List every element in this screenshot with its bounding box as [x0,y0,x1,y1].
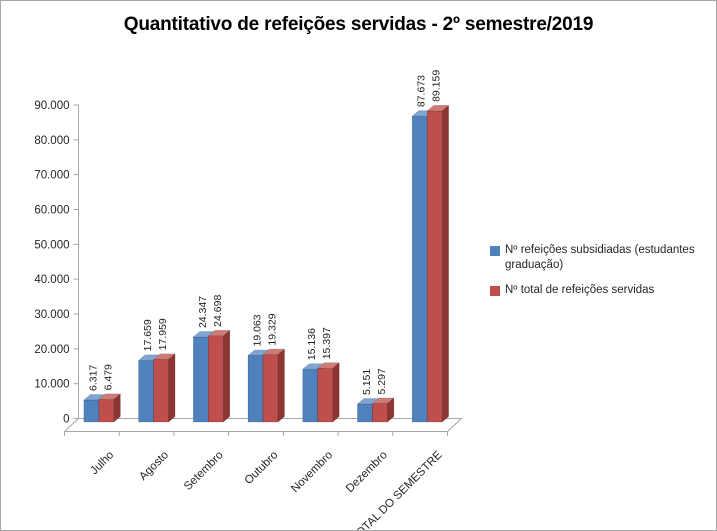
data-label: 17.659 [142,319,154,351]
chart-title: Quantitativo de refeições servidas - 2º … [123,14,594,35]
data-label: 87.673 [416,75,428,107]
category-label-1: Agosto [137,449,171,483]
bar-side-face [387,397,395,423]
bar-top-face [152,353,176,360]
data-label: 17.959 [157,318,169,350]
bar-subsidiadas-5 [357,403,373,423]
category-label-5: Dezembro [344,449,390,495]
bar-top-face [262,348,286,355]
bar-total-4 [317,368,333,423]
bar-side-face [441,104,449,423]
bar-top-face [207,330,231,337]
bar-total-3 [262,354,279,423]
bar-top-face [426,105,450,112]
bar-side-face [277,348,285,423]
data-label: 89.159 [431,70,443,102]
y-axis-tick-label: 20.000 [34,344,69,356]
bar-side-face [168,353,176,423]
category-label-2: Setembro [182,449,226,493]
data-label: 6.479 [102,364,114,390]
category-label-6: TOTAL DO SEMESTRE [350,449,445,531]
bar-subsidiadas-6 [411,115,428,423]
bar-side-face [332,362,340,423]
data-label: 15.136 [306,328,318,360]
bar-subsidiadas-3 [247,355,264,423]
bar-subsidiadas-2 [193,336,209,423]
data-label: 6.317 [87,365,99,391]
legend: Nº refeições subsidiadas (estudantes gra… [490,243,716,299]
y-axis-tick-label: 10.000 [34,379,69,391]
legend-swatch-blue-icon [490,246,500,256]
y-axis-tick-label: 40.000 [34,274,69,286]
data-label: 19.063 [252,314,264,346]
data-label: 19.329 [267,313,279,345]
category-label-3: Outubro [243,449,281,487]
y-axis-tick-label: 70.000 [34,170,69,182]
y-axis-tick-label: 90.000 [34,100,69,112]
y-axis-tick-label: 50.000 [34,239,69,251]
category-label-0: Julho [88,449,116,477]
bar-total-0 [98,399,115,423]
bar-side-face [113,393,121,423]
bar-total-6 [426,110,443,423]
bar-total-1 [153,359,169,423]
legend-swatch-red-icon [490,286,500,297]
data-label: 15.397 [321,327,333,359]
legend-item-subsidiadas: Nº refeições subsidiadas (estudantes gra… [490,243,716,273]
bar-side-face [223,329,231,423]
bar-subsidiadas-1 [138,360,154,423]
bar-top-face [371,397,395,404]
legend-label-subsidiadas: Nº refeições subsidiadas (estudantes gra… [505,244,695,272]
y-axis-tick-label: 30.000 [34,309,69,321]
bar-total-2 [208,335,224,423]
data-label: 24.347 [197,296,209,328]
bar-total-5 [372,403,388,423]
legend-label-total: Nº total de refeições servidas [505,284,655,297]
bar-subsidiadas-4 [302,368,318,423]
bar-subsidiadas-0 [83,399,100,423]
data-label: 24.698 [212,295,224,327]
data-label: 5.151 [361,369,373,395]
legend-item-total: Nº total de refeições servidas [490,283,716,298]
y-axis-tick-label: 60.000 [34,205,69,217]
y-axis-tick-label: 80.000 [34,135,69,147]
bar-top-face [98,393,122,400]
category-label-4: Novembro [289,449,335,495]
y-axis-tick-label: 0 [63,414,69,426]
data-label: 5.297 [376,368,388,394]
